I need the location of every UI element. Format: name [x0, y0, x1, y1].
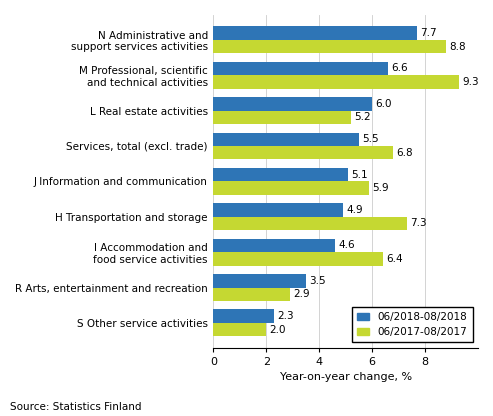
Text: 7.7: 7.7: [421, 28, 437, 38]
Bar: [213, 40, 446, 53]
Text: 8.8: 8.8: [450, 42, 466, 52]
Legend: 06/2018-08/2018, 06/2017-08/2017: 06/2018-08/2018, 06/2017-08/2017: [352, 307, 473, 342]
Text: 4.6: 4.6: [338, 240, 355, 250]
Text: 5.2: 5.2: [354, 112, 371, 122]
Bar: [213, 111, 351, 124]
Text: 6.0: 6.0: [375, 99, 392, 109]
Text: 2.9: 2.9: [293, 289, 310, 299]
X-axis label: Year-on-year change, %: Year-on-year change, %: [280, 372, 412, 382]
Bar: [213, 97, 372, 111]
Text: 3.5: 3.5: [309, 276, 326, 286]
Text: 5.9: 5.9: [373, 183, 389, 193]
Bar: [213, 217, 407, 230]
Bar: [213, 26, 417, 40]
Bar: [213, 239, 335, 252]
Text: 9.3: 9.3: [462, 77, 479, 87]
Text: 6.6: 6.6: [391, 64, 408, 74]
Bar: [213, 133, 359, 146]
Bar: [213, 274, 306, 287]
Bar: [213, 287, 290, 301]
Bar: [213, 310, 274, 323]
Text: 5.5: 5.5: [362, 134, 379, 144]
Bar: [213, 181, 369, 195]
Bar: [213, 252, 383, 265]
Bar: [213, 146, 393, 159]
Text: 6.8: 6.8: [396, 148, 413, 158]
Text: 4.9: 4.9: [346, 205, 363, 215]
Bar: [213, 323, 266, 337]
Text: 7.3: 7.3: [410, 218, 426, 228]
Bar: [213, 203, 343, 217]
Bar: [213, 62, 388, 75]
Text: 5.1: 5.1: [352, 170, 368, 180]
Text: 6.4: 6.4: [386, 254, 402, 264]
Text: 2.0: 2.0: [269, 324, 286, 334]
Text: 2.3: 2.3: [278, 311, 294, 321]
Bar: [213, 168, 348, 181]
Bar: [213, 75, 459, 89]
Text: Source: Statistics Finland: Source: Statistics Finland: [10, 402, 141, 412]
